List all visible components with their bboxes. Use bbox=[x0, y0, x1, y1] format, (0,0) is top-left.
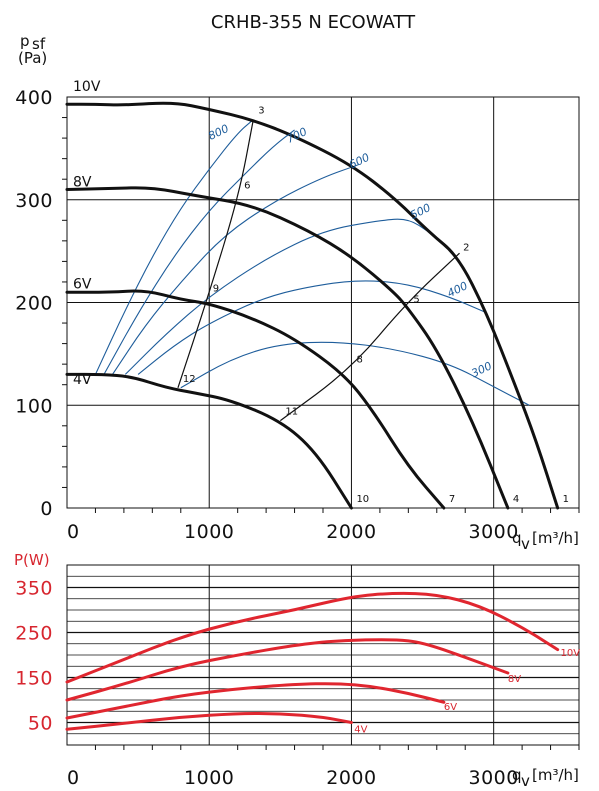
power-x-tick-label: 1000 bbox=[184, 767, 234, 789]
fan-curve bbox=[65, 186, 510, 510]
power-curve bbox=[65, 638, 510, 702]
power-y-tick-label: 50 bbox=[28, 713, 53, 735]
power-x-axis-subscript: v bbox=[521, 772, 530, 790]
power-curve-label: 8V bbox=[508, 674, 521, 685]
power-x-tick-label: 3000 bbox=[468, 767, 518, 789]
rpm-curve bbox=[112, 164, 360, 375]
power-x-axis-unit: [m³/h] bbox=[532, 766, 579, 784]
rpm-curve bbox=[124, 218, 430, 375]
operating-line bbox=[279, 252, 460, 422]
operating-point-label: 2 bbox=[463, 242, 469, 253]
rpm-curve bbox=[180, 341, 530, 406]
fan-curve bbox=[65, 101, 560, 510]
pressure-x-tick-label: 3000 bbox=[468, 521, 518, 543]
operating-point-label: 3 bbox=[258, 106, 264, 117]
power-y-tick-label: 150 bbox=[15, 668, 53, 690]
pressure-x-tick-label: 2000 bbox=[326, 521, 376, 543]
pressure-x-axis-unit: [m³/h] bbox=[532, 529, 579, 547]
operating-point-label: 6 bbox=[244, 181, 250, 192]
fan-curve-label: 6V bbox=[73, 276, 92, 292]
fan-curve-label: 10V bbox=[73, 79, 101, 95]
operating-point-label: 5 bbox=[413, 295, 419, 306]
pressure-x-tick-label: 1000 bbox=[184, 521, 234, 543]
operating-point-label: 8 bbox=[356, 354, 362, 365]
power-curves bbox=[65, 591, 560, 731]
pressure-y-tick-label: 400 bbox=[15, 87, 53, 109]
operating-point-label: 4 bbox=[513, 494, 519, 505]
power-curve bbox=[65, 682, 446, 720]
fan-curve bbox=[65, 372, 353, 510]
power-x-tick-label: 0 bbox=[67, 767, 80, 789]
fan-curve-label: 8V bbox=[73, 175, 92, 191]
power-x-tick-label: 2000 bbox=[326, 767, 376, 789]
pressure-y-tick-label: 100 bbox=[15, 395, 53, 417]
operating-point-label: 12 bbox=[183, 374, 196, 385]
rpm-curves bbox=[94, 119, 530, 406]
rpm-curve bbox=[137, 280, 488, 375]
operating-lines bbox=[177, 119, 460, 422]
pressure-axis-label-unit: (Pa) bbox=[18, 49, 47, 67]
power-axis-label: P(W) bbox=[14, 551, 50, 569]
fan-curve bbox=[65, 289, 446, 510]
power-curve-labels: 10V 8V 6V 4V bbox=[354, 648, 580, 736]
operating-point-label: 1 bbox=[563, 494, 569, 505]
power-curve-label: 6V bbox=[444, 702, 457, 713]
pressure-axis-label-p: p bbox=[20, 32, 30, 50]
operating-point-label: 7 bbox=[449, 494, 455, 505]
power-y-tick-label: 350 bbox=[15, 578, 53, 600]
rpm-curve bbox=[103, 129, 295, 375]
rpm-curve bbox=[94, 119, 254, 375]
power-curve bbox=[65, 712, 353, 731]
power-curve-label: 10V bbox=[561, 648, 581, 659]
power-y-tick-label: 250 bbox=[15, 623, 53, 645]
operating-point-label: 9 bbox=[213, 283, 219, 294]
pressure-y-tick-label: 300 bbox=[15, 190, 53, 212]
operating-point-label: 11 bbox=[285, 407, 298, 418]
power-axis: P(W) 50 150 250 350 bbox=[14, 551, 53, 735]
pressure-axis: p sf (Pa) 0 100 200 300 400 bbox=[15, 32, 67, 520]
pressure-y-tick-label: 0 bbox=[40, 498, 53, 520]
operating-line bbox=[177, 119, 254, 388]
pressure-x-axis-subscript: v bbox=[521, 535, 530, 553]
fan-curves bbox=[65, 101, 560, 510]
pressure-x-axis-label: q bbox=[512, 529, 522, 547]
pressure-grid bbox=[66, 96, 580, 509]
operating-point-label: 10 bbox=[356, 494, 369, 505]
power-grid bbox=[66, 564, 580, 746]
pressure-x-tick-label: 0 bbox=[67, 521, 80, 543]
pressure-y-tick-label: 200 bbox=[15, 293, 53, 315]
power-x-axis-label: q bbox=[512, 766, 522, 784]
chart-title: CRHB-355 N ECOWATT bbox=[211, 12, 416, 33]
power-curve bbox=[65, 591, 560, 684]
power-curve-label: 4V bbox=[354, 724, 367, 735]
pressure-axis-label-sub: sf bbox=[32, 35, 46, 53]
fan-curve-label: 4V bbox=[73, 372, 92, 388]
